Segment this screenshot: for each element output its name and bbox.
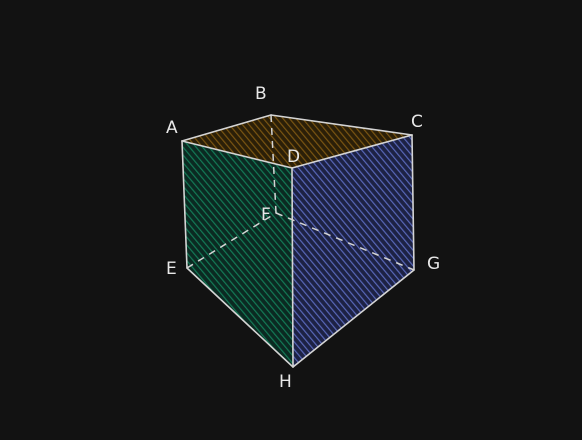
vertex-label-d: D [287, 147, 300, 167]
edge-bf [270, 114, 277, 214]
edge-ad [181, 140, 293, 169]
vertex-label-f: F [261, 205, 271, 225]
right-face [292, 135, 414, 367]
edge-bc [270, 114, 413, 136]
vertex-label-g: G [427, 254, 440, 274]
vertex-label-a: A [166, 118, 178, 138]
edge-gh [292, 269, 415, 368]
edge-cd [291, 134, 413, 169]
vertex-label-c: C [411, 112, 423, 132]
edge-dh [291, 167, 294, 368]
edge-cg [411, 134, 415, 271]
edge-ab [181, 114, 272, 142]
edge-eh [186, 267, 294, 368]
edge-ef [186, 212, 277, 269]
vertex-label-b: B [255, 84, 267, 104]
left-face [182, 141, 293, 367]
vertex-label-h: H [279, 372, 292, 392]
vertex-label-e: E [166, 259, 177, 279]
edge-ae [181, 140, 188, 269]
